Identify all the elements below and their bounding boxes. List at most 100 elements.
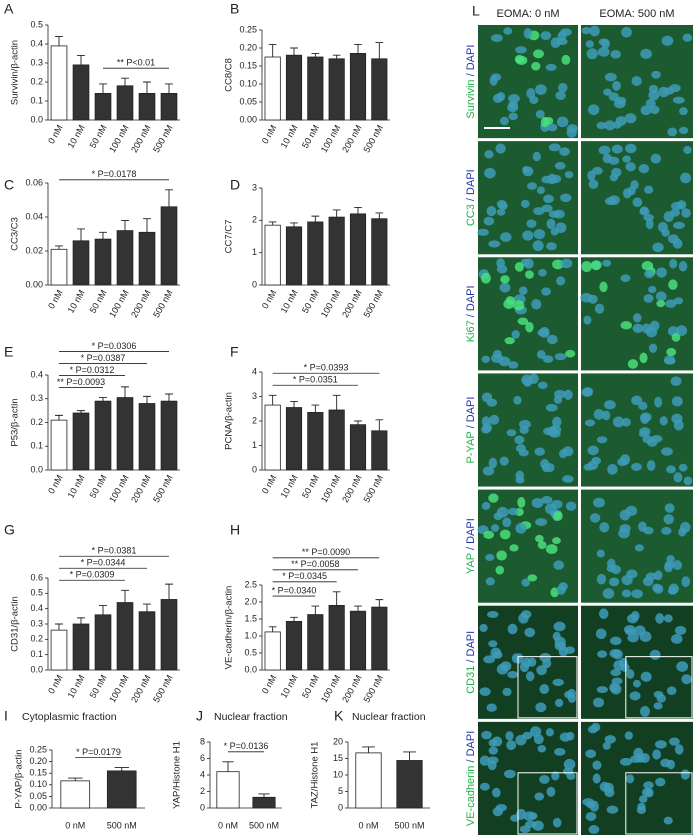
nucleus	[586, 48, 598, 60]
nucleus	[556, 116, 569, 128]
micrograph	[581, 373, 693, 487]
nucleus	[588, 825, 600, 834]
error-bar	[121, 386, 129, 398]
nucleus	[641, 261, 654, 271]
panel-title: Nuclear fraction	[214, 711, 288, 723]
nucleus	[515, 46, 527, 54]
nucleus	[500, 232, 512, 242]
nucleus	[495, 143, 506, 154]
significance-label: * P=0.0351	[293, 375, 338, 385]
row-label: Ki67 / DAPI	[465, 285, 477, 342]
panel-letter: I	[4, 708, 8, 724]
nucleus	[555, 90, 566, 101]
stain-label: YAP	[465, 553, 477, 574]
nucleus	[508, 94, 520, 104]
nucleus	[527, 574, 538, 582]
y-tick-label: 0.1	[30, 649, 43, 659]
nucleus	[525, 321, 534, 333]
error-bar	[77, 228, 85, 241]
nucleus	[603, 88, 612, 96]
nucleus	[673, 472, 683, 483]
panel-letter: F	[230, 344, 239, 360]
y-tick-label: 0.5	[244, 647, 257, 657]
bar	[328, 216, 345, 286]
nucleus	[668, 279, 678, 290]
error-bar	[121, 77, 129, 86]
nucleus	[627, 633, 639, 643]
error-bar	[311, 605, 320, 615]
y-tick-label: 0.25	[239, 24, 257, 34]
nucleus	[481, 355, 490, 363]
nucleus	[565, 501, 577, 511]
nucleus	[519, 825, 531, 834]
nucleus	[536, 665, 547, 676]
nucleus	[546, 334, 558, 345]
error-bar	[290, 222, 298, 227]
nucleus	[544, 503, 557, 515]
nucleus	[596, 573, 607, 585]
nucleus	[513, 300, 525, 311]
nucleus	[495, 565, 505, 575]
nucleus	[552, 631, 561, 642]
nucleus	[505, 296, 515, 305]
y-tick-label: 0.15	[29, 768, 47, 778]
nucleus	[679, 107, 688, 116]
nucleus	[626, 669, 635, 679]
x-tick-label: 50 nM	[300, 673, 321, 700]
nucleus	[610, 636, 622, 646]
x-tick-label: 500 nM	[107, 820, 137, 830]
nucleus	[606, 805, 619, 814]
nucleus	[518, 286, 528, 296]
nucleus	[632, 679, 641, 688]
nucleus	[500, 275, 510, 284]
micrograph	[581, 489, 693, 603]
nucleus	[529, 96, 539, 105]
nucleus	[507, 670, 519, 679]
nucleus	[504, 769, 516, 779]
y-tick-label: 0.2	[30, 76, 43, 86]
x-tick-label: 500 nM	[151, 288, 175, 319]
nucleus	[564, 171, 574, 179]
nucleus	[552, 416, 562, 428]
nucleus	[638, 401, 648, 411]
nucleus	[561, 54, 571, 65]
bar	[285, 54, 303, 121]
bar	[307, 56, 324, 121]
nucleus	[663, 357, 676, 365]
nucleus	[539, 327, 550, 338]
y-tick-label: 0.00	[29, 802, 47, 812]
y-tick-label: 0.05	[29, 791, 47, 801]
y-tick-label: 0.3	[30, 393, 43, 403]
nucleus	[581, 387, 593, 397]
nucleus	[480, 272, 491, 284]
nucleus	[603, 782, 614, 793]
y-axis-title: YAP/Histone H1	[172, 741, 183, 809]
y-axis-title: CD31/β-actin	[10, 596, 21, 652]
nucleus	[595, 628, 607, 640]
x-tick-label: 50 nM	[88, 673, 109, 700]
y-tick-label: 0.15	[239, 60, 257, 70]
bar	[94, 238, 112, 286]
x-tick-label: 50 nM	[300, 473, 321, 500]
y-axis-title: PCNA/β-actin	[224, 392, 235, 450]
y-tick-label: 0.10	[29, 779, 47, 789]
nucleus	[559, 147, 570, 156]
significance-label: * P=0.0179	[76, 747, 121, 757]
nucleus	[552, 678, 564, 687]
nucleus	[520, 610, 532, 619]
counterstain-label: / DAPI	[465, 518, 477, 550]
x-tick-label: 50 nM	[300, 288, 321, 315]
y-tick-label: 0	[252, 464, 257, 474]
stain-label: P-YAP	[465, 431, 477, 463]
error-bar	[55, 414, 63, 421]
nucleus	[486, 703, 497, 712]
nucleus	[639, 631, 652, 642]
nucleus	[489, 75, 498, 86]
nucleus	[511, 330, 520, 339]
nucleus	[656, 267, 667, 278]
nucleus	[667, 127, 678, 137]
bar	[349, 610, 367, 671]
nucleus	[589, 513, 601, 523]
y-tick-label: 0.2	[30, 634, 43, 644]
nucleus	[554, 353, 567, 361]
